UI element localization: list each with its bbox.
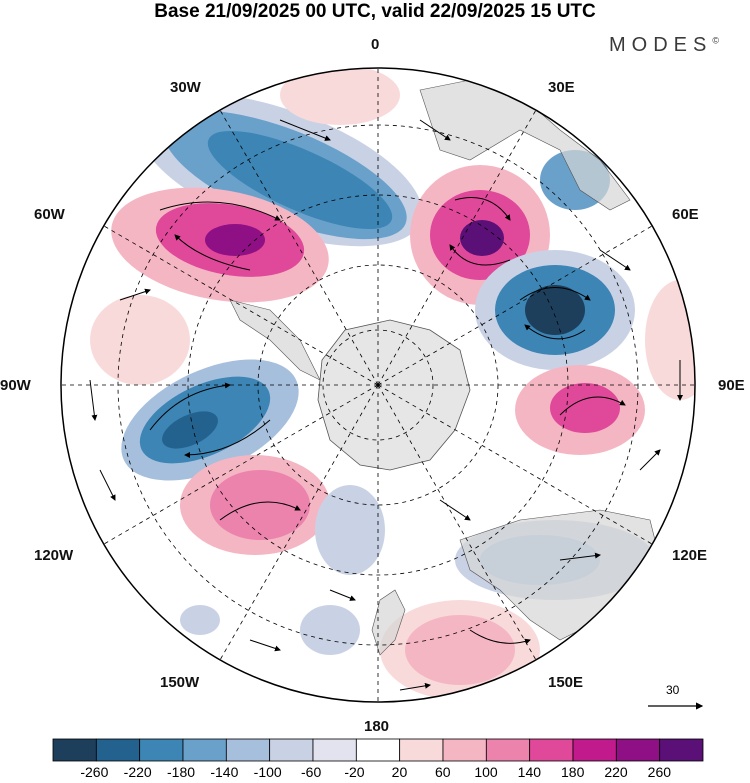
lon-label-120w: 120W xyxy=(34,547,74,564)
antarctica xyxy=(317,319,471,471)
wind-vectors xyxy=(89,119,683,691)
colorbar-tick-label: 220 xyxy=(604,764,628,780)
lon-label-180: 180 xyxy=(364,718,390,735)
colorbar-swatch xyxy=(355,738,401,762)
colorbar-swatch xyxy=(95,738,141,762)
colorbar-tick-label: -180 xyxy=(167,764,196,780)
colorbar-swatch xyxy=(399,738,444,762)
colorbar-tick-label: -20 xyxy=(344,764,365,780)
colorbar-tick-label: 140 xyxy=(517,764,542,780)
lon-label-120e: 120E xyxy=(672,547,708,564)
colorbar xyxy=(52,738,704,762)
colorbar-tick-label: -140 xyxy=(210,764,239,780)
colorbar-tick-label: 260 xyxy=(647,764,672,780)
lon-label-30e: 30E xyxy=(548,79,575,96)
colorbar-tick-label: -220 xyxy=(123,764,152,780)
colorbar-tick-label: 100 xyxy=(474,764,498,780)
colorbar-tick-label: -60 xyxy=(301,764,322,780)
colorbar-swatch xyxy=(485,738,531,762)
colorbar-swatch xyxy=(529,738,574,762)
colorbar-swatch xyxy=(52,738,97,762)
colorbar-swatch xyxy=(572,738,617,762)
colorbar-tick-label: 20 xyxy=(391,764,408,780)
colorbar-tick-label: -260 xyxy=(80,764,109,780)
map-disc xyxy=(61,68,695,702)
lon-label-90e: 90E xyxy=(718,377,745,394)
colorbar-swatch xyxy=(312,738,357,762)
colorbar-tick-label: -100 xyxy=(253,764,282,780)
brand-name: MODES xyxy=(609,34,713,56)
lon-label-30w: 30W xyxy=(170,79,201,96)
colorbar-swatch xyxy=(225,738,271,762)
map-border xyxy=(60,67,696,703)
reference-vector-label: 30 xyxy=(666,683,680,697)
graticule xyxy=(61,68,695,702)
copyright-mark: © xyxy=(712,35,719,46)
map-title: Base 21/09/2025 00 UTC, valid 22/09/2025… xyxy=(154,1,596,22)
modes-logo: MODES© xyxy=(609,34,719,57)
colorbar-swatch xyxy=(659,738,704,762)
colorbar-tick-label: 180 xyxy=(561,764,585,780)
lon-label-90w: 90W xyxy=(0,377,31,394)
colorbar-tick-label: 60 xyxy=(435,764,451,780)
colorbar-swatch xyxy=(269,738,314,762)
colorbar-swatch xyxy=(139,738,184,762)
colorbar-swatch xyxy=(442,738,487,762)
colorbar-swatch xyxy=(182,738,227,762)
lon-label-60e: 60E xyxy=(672,206,699,223)
lon-label-150e: 150E xyxy=(548,674,584,691)
lon-label-60w: 60W xyxy=(34,206,65,223)
lon-label-0: 0 xyxy=(371,36,380,53)
colorbar-swatch xyxy=(615,738,661,762)
lon-label-150w: 150W xyxy=(160,674,200,691)
